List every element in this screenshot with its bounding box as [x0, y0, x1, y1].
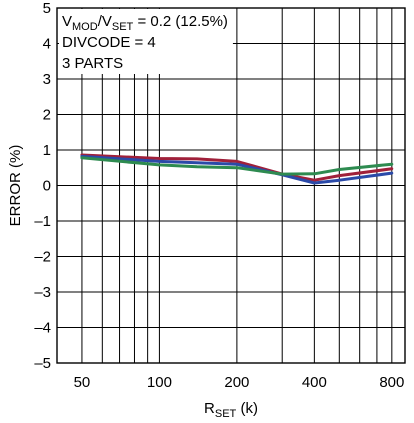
x-tick-labels: 50 100 200 400 800 [74, 374, 405, 391]
annotation-text: = 0.2 (12.5%) [133, 13, 228, 30]
annotation-subscript: MOD [72, 21, 98, 33]
plot-frame [56, 7, 406, 364]
y-tick-labels: –5 –4 –3 –2 –1 0 1 2 3 4 5 [34, 0, 51, 372]
series-line-3 [80, 156, 394, 176]
series-line-1 [80, 153, 394, 182]
y-tick-label: –5 [34, 355, 51, 372]
y-tick-label: 0 [43, 178, 51, 195]
x-axis-label: RSET (k) [204, 400, 258, 420]
annotation-subscript: SET [112, 21, 134, 33]
annotation-line-1: VMOD/VSET = 0.2 (12.5%) [62, 13, 228, 33]
y-tick-label: 4 [43, 36, 51, 53]
y-tick-label: –4 [34, 320, 51, 337]
y-tick-label: 2 [43, 107, 51, 124]
annotation-text: 3 PARTS [62, 55, 123, 72]
annotation-text: V [62, 13, 72, 30]
y-tick-label: –1 [34, 213, 51, 230]
y-tick-label: 1 [43, 142, 51, 159]
y-tick-label: 3 [43, 71, 51, 88]
y-axis-label: ERROR (%) [7, 145, 24, 227]
annotation-text: /V [98, 13, 112, 30]
y-tick-label: 5 [43, 0, 51, 17]
annotation-line-2: DIVCODE = 4 [62, 34, 156, 51]
x-tick-label: 200 [224, 374, 249, 391]
annotation-line-3: 3 PARTS [62, 55, 123, 72]
x-axis-label-sub: SET [215, 408, 237, 420]
annotation-background [59, 9, 233, 74]
x-tick-label: 800 [379, 374, 404, 391]
x-axis-label-unit: (k) [236, 400, 258, 417]
x-axis-label-main: R [204, 400, 215, 417]
x-tick-label: 50 [74, 374, 91, 391]
x-tick-label: 100 [147, 374, 172, 391]
y-tick-label: –3 [34, 284, 51, 301]
series-layer [80, 153, 394, 185]
annotation-text: DIVCODE = 4 [62, 34, 156, 51]
annotation-layer: VMOD/VSET = 0.2 (12.5%)DIVCODE = 43 PART… [62, 13, 228, 72]
y-tick-label: –2 [34, 249, 51, 266]
x-tick-label: 400 [302, 374, 327, 391]
